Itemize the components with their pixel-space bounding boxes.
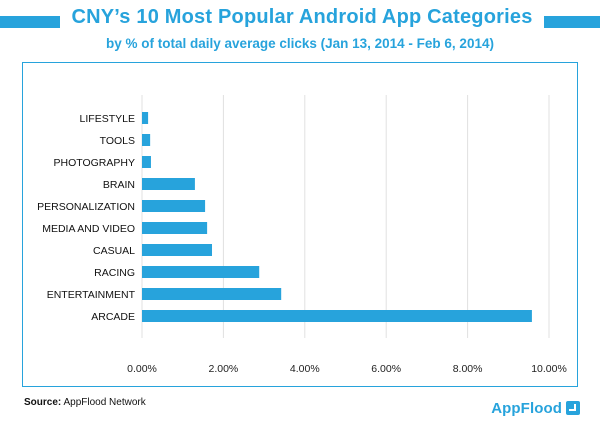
source-label: Source: — [24, 397, 62, 408]
bar-casual — [142, 244, 213, 256]
category-label: ARCADE — [91, 311, 135, 323]
brand-name: AppFlood — [491, 399, 562, 417]
title-decoration-left — [0, 16, 60, 28]
source-note: Source: AppFlood Network — [24, 397, 146, 408]
title-decoration-right — [544, 16, 600, 28]
category-label: PHOTOGRAPHY — [54, 157, 136, 169]
bar-media-and-video — [142, 222, 208, 234]
category-label: CASUAL — [93, 245, 135, 257]
category-label: BRAIN — [103, 179, 135, 191]
category-label: TOOLS — [100, 135, 135, 147]
x-tick-label: 6.00% — [371, 363, 401, 375]
x-tick-label: 8.00% — [453, 363, 483, 375]
category-label: MEDIA AND VIDEO — [42, 223, 135, 235]
brand-logo: AppFlood — [491, 398, 580, 418]
category-label: LIFESTYLE — [80, 113, 135, 125]
plot-frame — [22, 62, 578, 387]
bar-arcade — [142, 310, 532, 322]
x-tick-label: 4.00% — [290, 363, 320, 375]
bar-personalization — [142, 200, 206, 212]
category-label: ENTERTAINMENT — [47, 289, 136, 301]
bar-racing — [142, 266, 260, 278]
bar-lifestyle — [142, 112, 149, 124]
bar-entertainment — [142, 288, 282, 300]
bar-photography — [142, 156, 151, 168]
x-tick-label: 0.00% — [127, 363, 157, 375]
category-label: RACING — [94, 267, 135, 279]
chart-subtitle: by % of total daily average clicks (Jan … — [106, 36, 494, 51]
appflood-logo-icon — [566, 401, 580, 415]
chart-title: CNY’s 10 Most Popular Android App Catego… — [71, 6, 533, 28]
category-label: PERSONALIZATION — [37, 201, 135, 213]
bar-tools — [142, 134, 151, 146]
source-text: AppFlood Network — [61, 397, 146, 408]
title-row: CNY’s 10 Most Popular Android App Catego… — [0, 6, 600, 36]
bar-brain — [142, 178, 195, 190]
x-tick-label: 2.00% — [209, 363, 239, 375]
x-tick-label: 10.00% — [531, 363, 567, 375]
